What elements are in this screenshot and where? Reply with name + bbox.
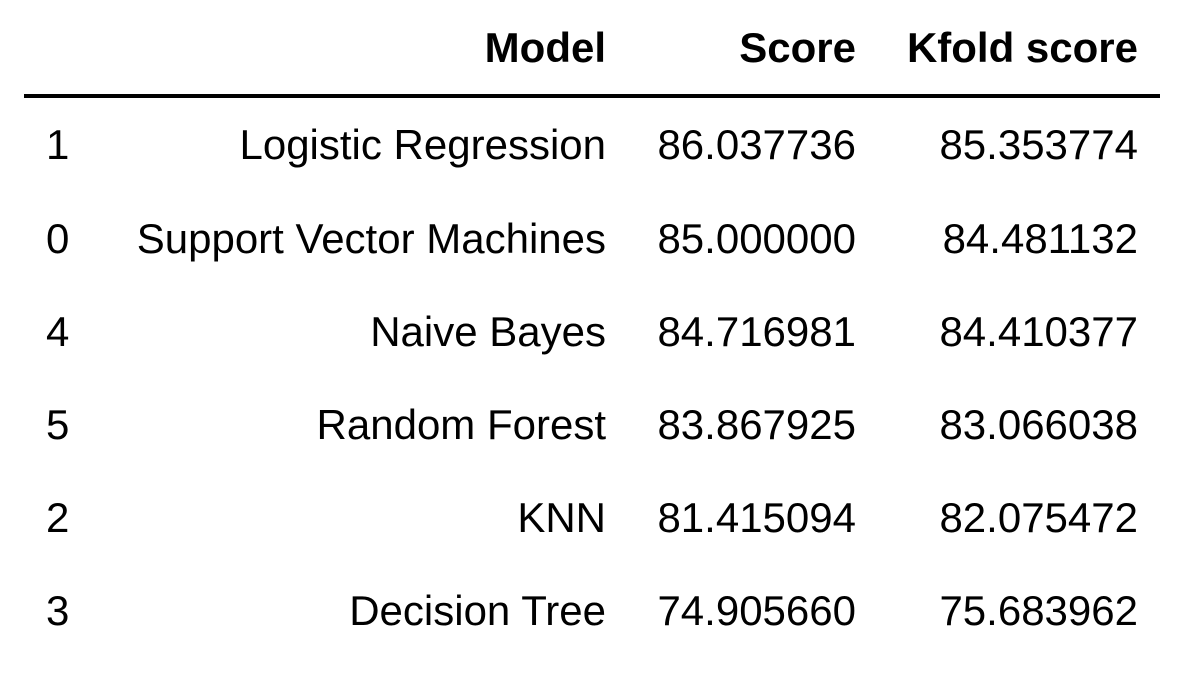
table-row: 1 Logistic Regression 86.037736 85.35377… — [24, 96, 1160, 192]
score-value: 86.037736 — [657, 121, 856, 168]
model-name: Decision Tree — [349, 586, 606, 634]
row-spacer — [1138, 471, 1160, 564]
row-spacer — [1138, 378, 1160, 471]
header-row: Model Score Kfold score — [24, 18, 1160, 98]
header-spacer — [1138, 18, 1160, 98]
row-spacer — [1138, 192, 1160, 285]
row-index: 5 — [46, 400, 70, 448]
row-index: 0 — [46, 214, 70, 262]
score-value: 81.415094 — [657, 493, 856, 541]
kfold-score-column-header: Kfold score — [856, 18, 1138, 98]
row-index: 3 — [46, 586, 70, 634]
kfold-score-value: 84.410377 — [939, 307, 1138, 355]
row-index: 4 — [46, 307, 70, 355]
table-row: 5 Random Forest 83.867925 83.066038 — [24, 378, 1160, 471]
score-value: 74.905660 — [657, 586, 856, 634]
kfold-score-value: 85.353774 — [939, 121, 1138, 168]
table-row: 3 Decision Tree 74.905660 75.683962 — [24, 564, 1160, 657]
row-spacer — [1138, 564, 1160, 657]
table-row: 2 KNN 81.415094 82.075472 — [24, 471, 1160, 564]
model-name: Random Forest — [316, 400, 606, 448]
kfold-score-value: 82.075472 — [939, 493, 1138, 541]
model-name: Naive Bayes — [370, 307, 606, 355]
kfold-score-value: 84.481132 — [942, 214, 1138, 262]
row-spacer — [1138, 285, 1160, 378]
table-row: 0 Support Vector Machines 85.000000 84.4… — [24, 192, 1160, 285]
model-name: Logistic Regression — [239, 121, 606, 168]
kfold-score-value: 75.683962 — [939, 586, 1138, 634]
score-value: 84.716981 — [657, 307, 856, 355]
model-name: Support Vector Machines — [136, 214, 606, 262]
score-value: 85.000000 — [657, 214, 856, 262]
table-row: 4 Naive Bayes 84.716981 84.410377 — [24, 285, 1160, 378]
index-column-header — [24, 18, 112, 98]
row-spacer — [1138, 96, 1160, 192]
row-index: 2 — [46, 493, 70, 541]
model-column-header: Model — [112, 18, 606, 98]
score-column-header: Score — [606, 18, 856, 98]
results-table: Model Score Kfold score 1 Logistic Regre… — [24, 18, 1160, 657]
table-header: Model Score Kfold score — [24, 18, 1160, 98]
table-body: 1 Logistic Regression 86.037736 85.35377… — [24, 96, 1160, 657]
kfold-score-value: 83.066038 — [939, 400, 1138, 448]
model-name: KNN — [517, 493, 606, 541]
row-index: 1 — [46, 121, 70, 168]
score-value: 83.867925 — [657, 400, 856, 448]
